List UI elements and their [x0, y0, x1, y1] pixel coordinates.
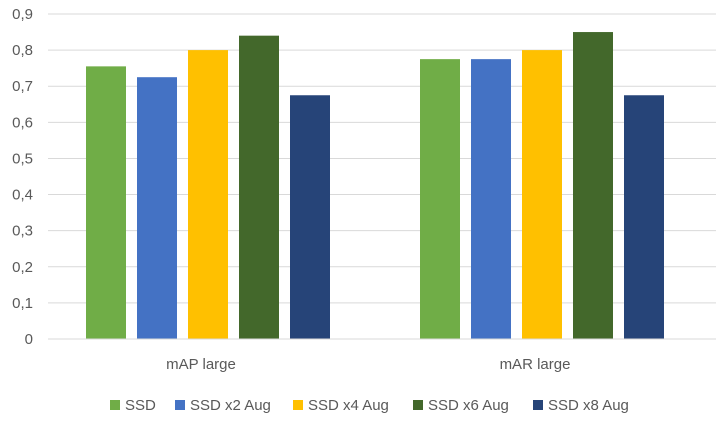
y-tick-label: 0,5 [12, 150, 33, 167]
bars [86, 32, 664, 340]
legend-label: SSD x8 Aug [548, 397, 629, 414]
y-axis: 0 0,1 0,2 0,3 0,4 0,5 0,6 0,7 0,8 0,9 [12, 6, 33, 348]
legend: SSD SSD x2 Aug SSD x4 Aug SSD x6 Aug SSD x8 … [110, 397, 629, 414]
y-tick-label: 0,9 [12, 6, 33, 23]
legend-label: SSD x2 Aug [190, 397, 271, 414]
bar [573, 32, 613, 340]
y-tick-label: 0,8 [12, 42, 33, 59]
x-axis: mAP large mAR large [48, 338, 716, 373]
y-tick-label: 0,4 [12, 187, 33, 204]
y-tick-label: 0 [25, 331, 33, 348]
x-category-label: mAP large [166, 356, 236, 373]
legend-label: SSD x6 Aug [428, 397, 509, 414]
x-category-label: mAR large [500, 356, 571, 373]
bar [239, 35, 279, 340]
legend-label: SSD x4 Aug [308, 397, 389, 414]
y-tick-label: 0,6 [12, 114, 33, 131]
legend-swatch [413, 400, 423, 410]
bar [624, 95, 664, 339]
bar [290, 95, 330, 339]
bar [420, 59, 460, 340]
y-tick-label: 0,2 [12, 259, 33, 276]
bar [471, 59, 511, 340]
y-tick-label: 0,3 [12, 223, 33, 240]
legend-swatch [110, 400, 120, 410]
legend-swatch [293, 400, 303, 410]
bar [522, 50, 562, 339]
bar [137, 77, 177, 339]
y-tick-label: 0,1 [12, 295, 33, 312]
legend-label: SSD [125, 397, 156, 414]
legend-swatch [533, 400, 543, 410]
legend-swatch [175, 400, 185, 410]
bar [188, 50, 228, 339]
bar [86, 66, 126, 339]
y-tick-label: 0,7 [12, 78, 33, 95]
